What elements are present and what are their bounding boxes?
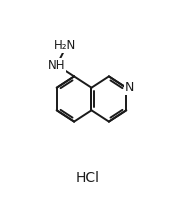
Text: N: N xyxy=(125,81,134,94)
Text: NH: NH xyxy=(48,59,65,72)
Text: HCl: HCl xyxy=(76,171,100,185)
Text: H₂N: H₂N xyxy=(54,39,76,52)
